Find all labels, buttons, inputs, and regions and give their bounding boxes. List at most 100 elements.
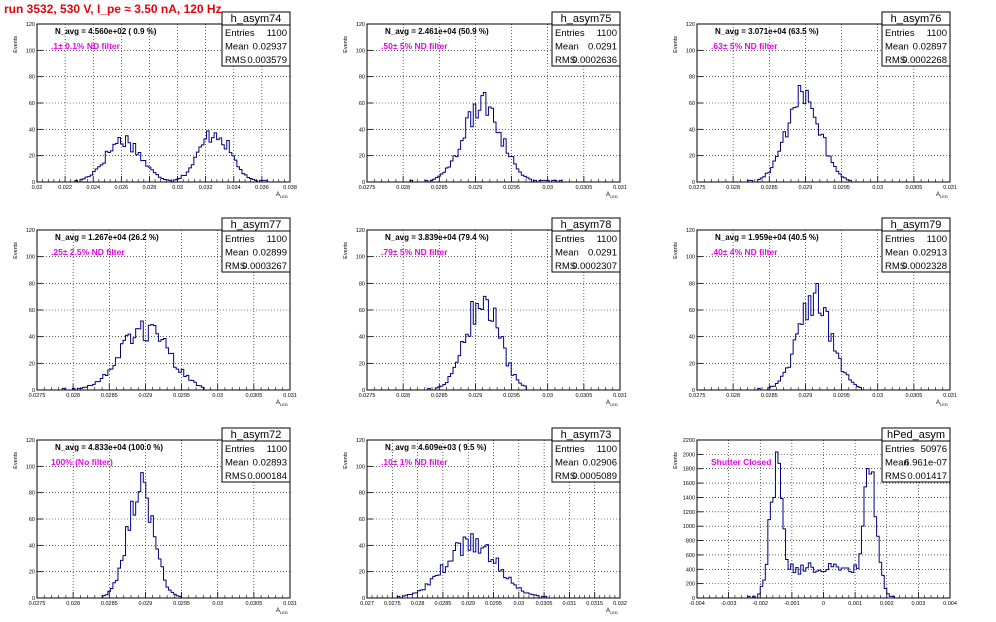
x-tick-label: 0.031 <box>283 393 297 399</box>
x-tick-label: 0.03 <box>212 601 223 607</box>
y-tick-label: 60 <box>359 517 365 523</box>
stats-value: 0.02897 <box>913 42 947 53</box>
stats-label: Entries <box>885 444 915 455</box>
x-tick-label: 0.03 <box>513 601 524 607</box>
y-tick-label: 100 <box>26 48 35 54</box>
panel-title: N_avg = 2.461e+04 (50.9 %) <box>385 27 489 36</box>
filter-annotation: Shutter Closed <box>711 457 771 467</box>
x-tick-label: 0.028 <box>66 601 80 607</box>
page-title: run 3532, 530 V, I_pe ≈ 3.50 nA, 120 Hz <box>4 2 222 16</box>
x-tick-label: 0 <box>822 601 825 607</box>
histogram-panel: 0.0275 0.028 0.0285 0.029 0.0295 0.03 0.0305 0.… <box>13 427 297 615</box>
stats-name: hPed_asym <box>887 429 945 441</box>
y-tick-label: 80 <box>29 491 35 497</box>
y-tick-label: 20 <box>689 154 695 160</box>
histogram-panel: -0.004 -0.003 -0.002 -0.001 0 0.001 0.002 0.003… <box>673 427 957 607</box>
stats-label: RMS <box>225 471 246 482</box>
histogram-panel: 0.0275 0.028 0.0285 0.029 0.0295 0.03 0.0305 0.… <box>673 11 957 199</box>
stats-box <box>881 11 951 67</box>
y-tick-label: 800 <box>686 539 695 545</box>
x-tick-label: 0.0305 <box>536 601 553 607</box>
x-tick-label: 0.0285 <box>101 393 118 399</box>
stats-value: 0.003579 <box>247 55 287 66</box>
stats-label: RMS <box>555 471 576 482</box>
stats-value: 0.000184 <box>247 471 287 482</box>
y-tick-label: 120 <box>356 22 365 28</box>
y-tick-label: 200 <box>686 582 695 588</box>
y-tick-label: 100 <box>26 464 35 470</box>
stats-name: h_asym77 <box>231 219 282 231</box>
x-tick-label: 0.022 <box>58 185 72 191</box>
histogram-panel: 0.0275 0.028 0.0285 0.029 0.0295 0.03 0.0305 0.… <box>343 217 627 407</box>
y-tick-label: 20 <box>359 361 365 367</box>
x-tick-label: 0.0305 <box>575 185 592 191</box>
y-axis-label: Events <box>13 242 19 259</box>
x-tick-label: 0.0315 <box>586 601 603 607</box>
x-tick-label: 0.028 <box>726 185 740 191</box>
y-tick-label: 100 <box>26 255 35 261</box>
y-tick-label: 80 <box>359 75 365 81</box>
y-axis-label: Events <box>343 452 349 469</box>
stats-value: 0.0002328 <box>902 261 947 272</box>
x-tick-label: 0.0295 <box>833 393 850 399</box>
stats-label: RMS <box>555 261 576 272</box>
panel-title: N_avg = 4.833e+04 (100.0 %) <box>55 443 163 452</box>
y-tick-label: 40 <box>29 543 35 549</box>
y-tick-label: 400 <box>686 567 695 573</box>
y-tick-label: 80 <box>29 281 35 287</box>
stats-label: Entries <box>555 234 585 245</box>
stats-label: Entries <box>225 234 255 245</box>
y-tick-label: 1600 <box>683 481 695 487</box>
x-tick-label: 0.029 <box>461 601 475 607</box>
stats-value: 0.02899 <box>253 248 287 259</box>
stats-label: Mean <box>555 248 579 259</box>
stats-value: 6.961e-07 <box>904 458 947 469</box>
y-tick-label: 1800 <box>683 467 695 473</box>
filter-annotation: .1± 0.1% ND filter <box>51 41 121 51</box>
x-tick-label: 0.003 <box>911 601 925 607</box>
x-tick-label: 0.0295 <box>485 601 502 607</box>
x-tick-label: 0.03 <box>172 185 183 191</box>
y-tick-label: 80 <box>689 75 695 81</box>
x-tick-label: -0.003 <box>721 601 737 607</box>
y-tick-label: 40 <box>29 335 35 341</box>
x-tick-label: 0.028 <box>66 393 80 399</box>
stats-value: 0.02906 <box>583 458 617 469</box>
x-tick-label: -0.002 <box>752 601 768 607</box>
stats-value: 0.02937 <box>253 42 287 53</box>
x-tick-label: 0.0295 <box>833 185 850 191</box>
x-tick-label: 0.0275 <box>29 393 46 399</box>
x-axis-label: ALED <box>276 400 288 407</box>
stats-label: Entries <box>225 444 255 455</box>
y-tick-label: 40 <box>689 127 695 133</box>
stats-value: 0.0005089 <box>572 471 617 482</box>
y-tick-label: 100 <box>686 48 695 54</box>
x-tick-label: 0.028 <box>143 185 157 191</box>
x-tick-label: 0.001 <box>848 601 862 607</box>
y-axis-label: Events <box>343 36 349 53</box>
filter-annotation: .63± 5% ND filter <box>711 41 778 51</box>
histogram-panel: 0.0275 0.028 0.0285 0.029 0.0295 0.03 0.0305 0.… <box>343 11 627 199</box>
stats-value: 0.02893 <box>253 458 287 469</box>
x-tick-label: 0.0275 <box>359 393 376 399</box>
x-tick-label: 0.027 <box>360 601 374 607</box>
stats-name: h_asym78 <box>561 219 612 231</box>
x-tick-label: 0.028 <box>396 185 410 191</box>
stats-value: 0.0291 <box>588 42 617 53</box>
x-tick-label: 0.0305 <box>575 393 592 399</box>
x-axis-label: ALED <box>606 400 618 407</box>
y-axis-label: Events <box>13 36 19 53</box>
x-axis-label: ALED <box>276 608 288 615</box>
x-tick-label: 0.031 <box>283 601 297 607</box>
stats-box <box>551 11 621 67</box>
stats-name: h_asym74 <box>231 13 282 25</box>
y-tick-label: 60 <box>359 101 365 107</box>
x-tick-label: 0.029 <box>469 185 483 191</box>
x-tick-label: 0.024 <box>86 185 100 191</box>
y-tick-label: 20 <box>359 570 365 576</box>
x-tick-label: 0.034 <box>227 185 241 191</box>
x-tick-label: 0.0295 <box>503 185 520 191</box>
filter-annotation: .40± 4% ND filter <box>711 247 778 257</box>
stats-value: 1100 <box>597 234 617 245</box>
